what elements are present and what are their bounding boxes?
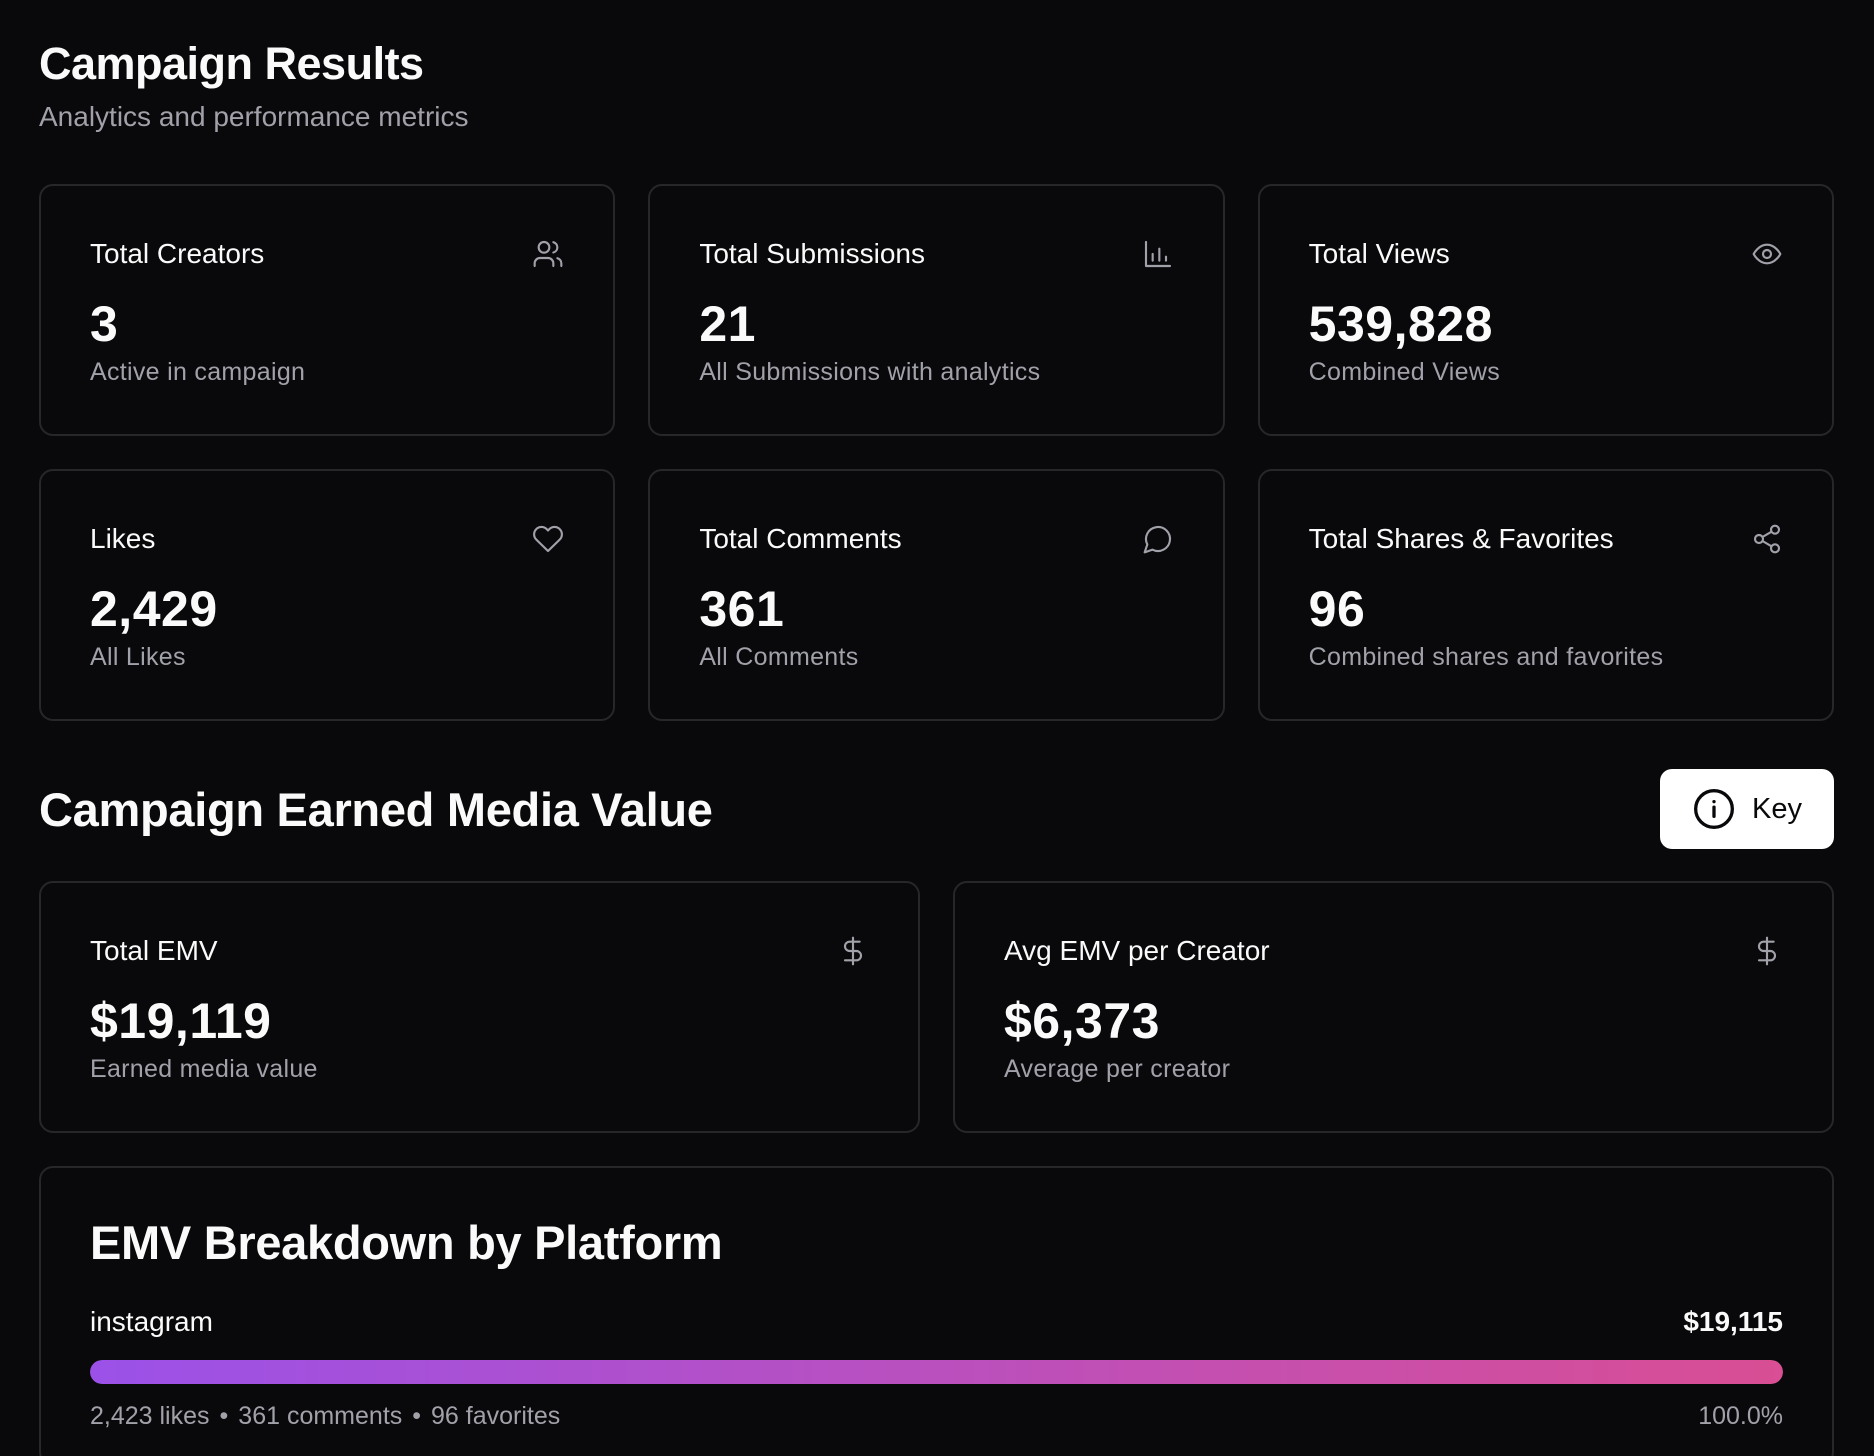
metric-value: 21 bbox=[699, 296, 756, 352]
platform-bar-track bbox=[90, 1360, 1783, 1384]
metric-label: Total Submissions bbox=[699, 238, 925, 269]
metric-label: Total Shares & Favorites bbox=[1308, 523, 1614, 554]
dollar-icon bbox=[836, 934, 870, 968]
heart-icon bbox=[531, 522, 565, 556]
dollar-icon bbox=[1750, 934, 1784, 968]
users-icon bbox=[531, 237, 565, 271]
platform-name: instagram bbox=[90, 1306, 213, 1337]
emv-section-title: Campaign Earned Media Value bbox=[39, 782, 713, 836]
key-button-label: Key bbox=[1752, 792, 1802, 825]
metric-subtitle: All Submissions with analytics bbox=[699, 358, 1041, 386]
emv-card-avg-per-creator: Avg EMV per Creator $6,373 Average per c… bbox=[953, 881, 1834, 1133]
metric-subtitle: All Likes bbox=[90, 643, 186, 671]
metric-subtitle: Active in campaign bbox=[90, 358, 306, 386]
emv-section-header: Campaign Earned Media Value Key bbox=[39, 769, 1834, 849]
emv-card-label: Avg EMV per Creator bbox=[1004, 935, 1270, 966]
emv-card-subtitle: Earned media value bbox=[90, 1055, 318, 1083]
info-icon bbox=[1692, 787, 1736, 831]
emv-cards: Total EMV $19,119 Earned media value Avg… bbox=[39, 881, 1834, 1133]
platform-value: $19,115 bbox=[1683, 1306, 1783, 1337]
metrics-grid: Total Creators 3 Active in campaign Tota… bbox=[39, 184, 1834, 721]
emv-card-subtitle: Average per creator bbox=[1004, 1055, 1231, 1083]
metric-subtitle: Combined Views bbox=[1308, 358, 1500, 386]
metric-value: 96 bbox=[1308, 581, 1366, 637]
platform-bar-fill bbox=[90, 1360, 1783, 1384]
breakdown-title: EMV Breakdown by Platform bbox=[90, 1216, 723, 1269]
metric-label: Total Views bbox=[1308, 238, 1450, 269]
platform-likes: 2,423 likes bbox=[90, 1402, 210, 1430]
separator-dot: • bbox=[412, 1402, 422, 1430]
page-subtitle: Analytics and performance metrics bbox=[39, 101, 469, 132]
key-button[interactable]: Key bbox=[1660, 769, 1834, 849]
metric-card-total-shares-favorites: Total Shares & Favorites 96 Combined sha… bbox=[1257, 469, 1834, 721]
metric-label: Total Creators bbox=[90, 238, 265, 269]
metric-value: 2,429 bbox=[90, 581, 218, 637]
metric-value: 3 bbox=[90, 296, 119, 352]
metric-card-total-creators: Total Creators 3 Active in campaign bbox=[39, 184, 616, 436]
platform-stats: 2,423 likes • 361 comments • 96 favorites bbox=[90, 1402, 560, 1431]
emv-card-total: Total EMV $19,119 Earned media value bbox=[39, 881, 920, 1133]
metric-card-total-submissions: Total Submissions 21 All Submissions wit… bbox=[648, 184, 1225, 436]
metric-card-likes: Likes 2,429 All Likes bbox=[39, 469, 616, 721]
metric-subtitle: Combined shares and favorites bbox=[1308, 643, 1664, 671]
platform-share-percent: 100.0% bbox=[1698, 1402, 1783, 1430]
platform-item-instagram: instagram $19,115 2,423 likes • 361 commen… bbox=[90, 1306, 1783, 1431]
metric-value: 361 bbox=[699, 581, 785, 637]
share-icon bbox=[1750, 522, 1784, 556]
separator-dot: • bbox=[219, 1402, 229, 1430]
metric-card-total-comments: Total Comments 361 All Comments bbox=[648, 469, 1225, 721]
metric-value: 539,828 bbox=[1308, 296, 1493, 352]
metric-card-total-views: Total Views 539,828 Combined Views bbox=[1257, 184, 1834, 436]
bar-chart-icon bbox=[1141, 237, 1175, 271]
comment-icon bbox=[1141, 522, 1175, 556]
platform-favorites: 96 favorites bbox=[431, 1402, 561, 1430]
emv-card-value: $19,119 bbox=[90, 993, 272, 1049]
emv-card-value: $6,373 bbox=[1004, 993, 1160, 1049]
metric-label: Total Comments bbox=[699, 523, 902, 554]
emv-breakdown-panel: EMV Breakdown by Platform instagram $19,… bbox=[39, 1166, 1834, 1456]
emv-card-label: Total EMV bbox=[90, 935, 218, 966]
page-title: Campaign Results bbox=[39, 38, 424, 89]
metric-subtitle: All Comments bbox=[699, 643, 859, 671]
platform-comments: 361 comments bbox=[238, 1402, 403, 1430]
metric-label: Likes bbox=[90, 523, 156, 554]
eye-icon bbox=[1750, 237, 1784, 271]
